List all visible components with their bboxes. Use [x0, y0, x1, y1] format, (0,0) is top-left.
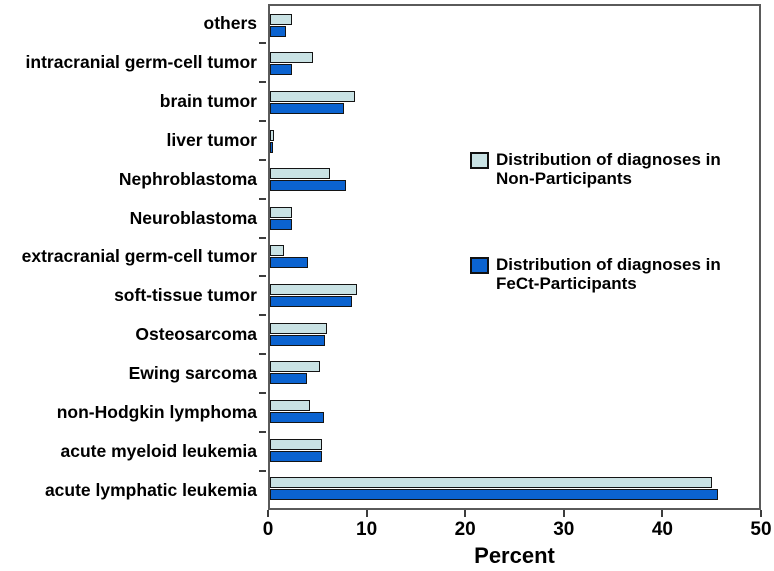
bar-fect-participants: [270, 373, 308, 385]
plot-area: [268, 4, 761, 510]
bar-pair-row: [270, 6, 759, 45]
bar-fect-participants: [270, 218, 293, 230]
bar-pair-row: [270, 315, 759, 354]
y-axis-tick: [259, 41, 266, 44]
category-label: brain tumor: [159, 90, 257, 111]
bar-non-participants: [270, 361, 320, 373]
y-axis-tick: [259, 119, 266, 122]
bar-fect-participants: [270, 296, 353, 308]
y-axis-tick: [259, 158, 266, 161]
legend-label-line: Non-Participants: [496, 169, 633, 188]
y-axis-tick: [259, 470, 266, 473]
x-tick-label: 50: [750, 519, 772, 540]
bar-pair-row: [270, 160, 759, 199]
bar-pair-row: [270, 199, 759, 238]
category-label: others: [203, 12, 257, 33]
bar-non-participants: [270, 322, 327, 334]
x-axis-tick: [464, 510, 467, 517]
bar-rows: [270, 6, 759, 508]
y-axis-tick: [259, 314, 266, 317]
x-axis-tick: [365, 510, 368, 517]
y-axis-tick: [259, 80, 266, 83]
bar-non-participants: [270, 245, 284, 257]
bar-fect-participants: [270, 334, 325, 346]
legend-swatch-non-participants: [470, 152, 489, 169]
category-label: Nephroblastoma: [118, 168, 257, 189]
bar-non-participants: [270, 129, 274, 141]
x-tick-label: 40: [651, 519, 673, 540]
bar-pair-row: [270, 353, 759, 392]
bar-fect-participants: [270, 489, 718, 501]
x-axis-tick: [661, 510, 664, 517]
bar-non-participants: [270, 399, 311, 411]
bar-fect-participants: [270, 64, 292, 76]
bar-non-participants: [270, 168, 330, 180]
bar-pair-row: [270, 238, 759, 277]
bar-pair-row: [270, 431, 759, 470]
category-label: soft-tissue tumor: [114, 285, 257, 306]
category-label: Osteosarcoma: [135, 324, 257, 345]
bar-non-participants: [270, 284, 358, 296]
category-label: intracranial germ-cell tumor: [25, 51, 257, 72]
bar-non-participants: [270, 438, 322, 450]
bar-non-participants: [270, 52, 314, 64]
bar-non-participants: [270, 477, 713, 489]
x-axis-tick: [267, 510, 269, 517]
x-tick-label: 30: [553, 519, 575, 540]
category-label: extracranial germ-cell tumor: [21, 246, 257, 267]
bar-fect-participants: [270, 141, 273, 153]
x-axis-title: Percent: [474, 543, 555, 568]
bar-non-participants: [270, 91, 356, 103]
y-axis-tick: [259, 392, 266, 395]
x-axis-tick: [562, 510, 565, 517]
y-axis-tick: [259, 353, 266, 356]
bar-fect-participants: [270, 103, 345, 115]
bar-fect-participants: [270, 25, 286, 37]
bar-fect-participants: [270, 180, 347, 192]
category-label: acute lymphatic leukemia: [44, 480, 257, 501]
bar-pair-row: [270, 469, 759, 508]
bar-fect-participants: [270, 450, 322, 462]
legend-label-line: Distribution of diagnoses in: [496, 255, 721, 274]
bar-non-participants: [270, 206, 292, 218]
category-label: Ewing sarcoma: [128, 363, 257, 384]
bar-pair-row: [270, 276, 759, 315]
bar-fect-participants: [270, 257, 309, 269]
category-label: liver tumor: [166, 129, 257, 150]
category-label: non-Hodgkin lymphoma: [56, 402, 257, 423]
legend-label-fect-participants: Distribution of diagnoses in FeCt-Partic…: [496, 255, 721, 293]
y-axis-tick: [259, 275, 266, 278]
legend-swatch-fect-participants: [470, 257, 489, 274]
x-tick-label: 20: [454, 519, 476, 540]
bar-pair-row: [270, 392, 759, 431]
legend-entry-non-participants: Distribution of diagnoses in Non-Partici…: [470, 150, 721, 188]
y-axis-tick: [259, 236, 266, 239]
legend-label-line: FeCt-Participants: [496, 274, 637, 293]
legend-entry-fect-participants: Distribution of diagnoses in FeCt-Partic…: [470, 255, 721, 293]
y-axis-category-labels: others intracranial germ-cell tumor brain …: [0, 4, 262, 510]
bar-pair-row: [270, 83, 759, 122]
bar-pair-row: [270, 122, 759, 161]
legend-label-non-participants: Distribution of diagnoses in Non-Partici…: [496, 150, 721, 188]
y-axis-tick: [259, 431, 266, 434]
legend-label-line: Distribution of diagnoses in: [496, 150, 721, 169]
y-axis-tick: [259, 197, 266, 200]
x-tick-label: 0: [262, 519, 274, 540]
category-label: acute myeloid leukemia: [60, 441, 257, 462]
bar-fect-participants: [270, 411, 324, 423]
x-tick-label: 10: [356, 519, 378, 540]
category-label: Neuroblastoma: [129, 207, 257, 228]
bar-non-participants: [270, 13, 293, 25]
bar-pair-row: [270, 45, 759, 84]
x-axis-tick: [760, 510, 762, 517]
